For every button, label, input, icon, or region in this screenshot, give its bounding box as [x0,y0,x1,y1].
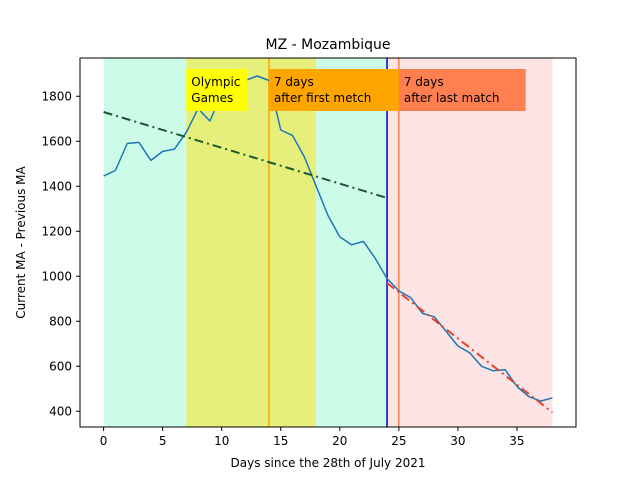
annotation-box-1 [268,69,404,111]
x-tick-label: 30 [450,434,465,448]
annotation-text-0-0: Olympic [191,75,240,89]
y-tick-label: 800 [49,314,72,328]
annotation-text-1-1: after first metch [274,91,371,105]
x-tick-label: 15 [273,434,288,448]
annotation-text-2-0: 7 days [404,75,444,89]
region-3 [387,58,553,427]
y-axis-ticks: 400 600 800 1000 1200 1400 1600 1800 [41,89,80,418]
plot-frame [79,57,577,428]
chart-title: MZ - Mozambique [266,37,391,53]
annotation-box-2 [398,69,526,111]
x-tick-label: 35 [509,434,524,448]
y-tick-label: 1200 [41,224,72,238]
x-tick-label: 5 [159,434,167,448]
y-tick-label: 1800 [41,89,72,103]
x-tick-label: 0 [100,434,108,448]
y-tick-label: 1400 [41,179,72,193]
series-lines [103,75,553,402]
annotation-0: Olympic Games [186,69,248,111]
vertical-marker-lines [268,58,400,427]
region-1 [186,58,317,427]
annotation-text-2-1: after last match [404,91,500,105]
trend-lines [103,111,553,414]
region-2 [316,58,388,427]
series-line-0 [103,75,553,402]
x-axis-ticks: 0 5 10 15 20 25 30 35 [100,427,525,448]
y-tick-label: 1000 [41,269,72,283]
y-tick-label: 600 [49,359,72,373]
region-0 [103,58,187,427]
annotation-text-1-0: 7 days [274,75,314,89]
x-tick-label: 20 [332,434,347,448]
shaded-regions [103,58,553,427]
y-tick-label: 400 [49,404,72,418]
x-axis-label: Days since the 28th of July 2021 [231,456,426,470]
trend-line-1 [386,282,553,414]
x-tick-label: 25 [391,434,406,448]
annotation-2: 7 days after last match [398,69,526,111]
annotation-1: 7 days after first metch [268,69,404,111]
annotation-text-0-1: Games [191,91,233,105]
x-tick-label: 10 [214,434,229,448]
y-tick-label: 1600 [41,134,72,148]
annotation-box-0 [186,69,248,111]
y-axis-label: Current MA - Previous MA [14,165,28,318]
